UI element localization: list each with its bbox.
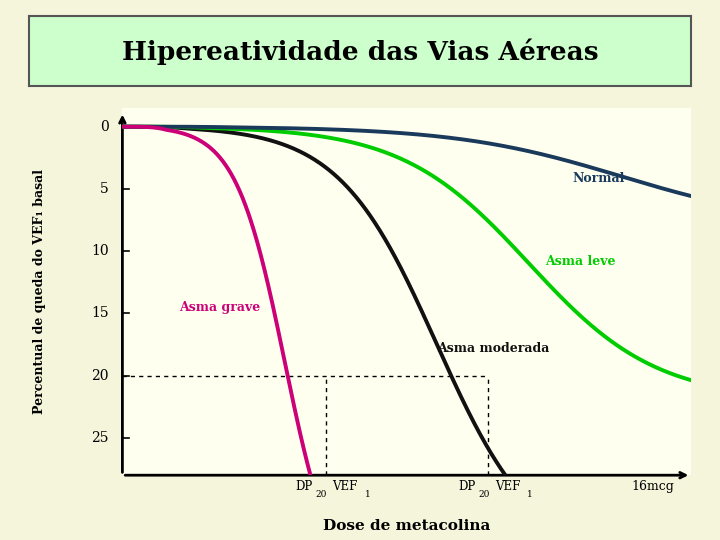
Text: 1: 1 (527, 490, 533, 499)
Text: 5: 5 (100, 182, 109, 196)
Text: VEF: VEF (333, 480, 358, 493)
Text: Asma grave: Asma grave (179, 301, 261, 314)
Text: 25: 25 (91, 431, 109, 445)
Text: Normal: Normal (572, 172, 624, 185)
Text: VEF: VEF (495, 480, 521, 493)
Text: 20: 20 (478, 490, 490, 499)
Text: 20: 20 (91, 369, 109, 383)
Text: 10: 10 (91, 244, 109, 258)
Text: Dose de metacolina: Dose de metacolina (323, 519, 490, 534)
Text: Asma moderada: Asma moderada (436, 342, 549, 355)
Text: 15: 15 (91, 306, 109, 320)
Text: 20: 20 (316, 490, 327, 499)
Text: DP: DP (296, 480, 313, 493)
Text: Asma leve: Asma leve (545, 254, 616, 268)
Text: 0: 0 (100, 120, 109, 134)
Text: 1: 1 (364, 490, 370, 499)
Text: Hipereatividade das Vias Aéreas: Hipereatividade das Vias Aéreas (122, 38, 598, 65)
Text: Percentual de queda do VEF₁ basal: Percentual de queda do VEF₁ basal (33, 169, 46, 414)
Text: 16mcg: 16mcg (632, 480, 675, 493)
Text: DP: DP (458, 480, 475, 493)
